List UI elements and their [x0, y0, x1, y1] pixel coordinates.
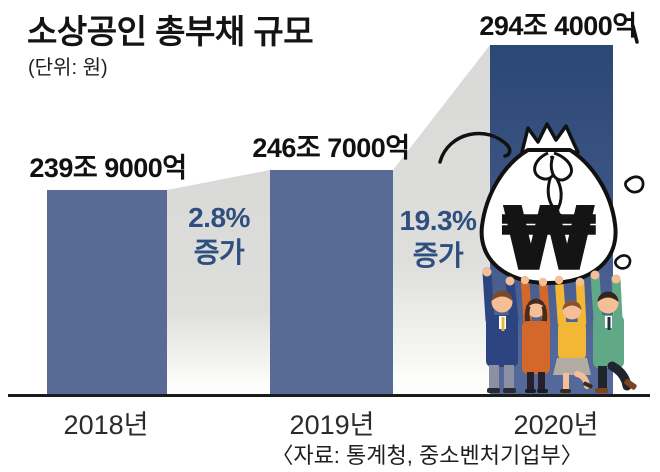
value-label-2019: 246조 7000억 — [252, 133, 410, 163]
person-blue — [482, 267, 519, 393]
surprise-tick-icon — [631, 24, 639, 44]
swoosh-line-icon — [438, 131, 512, 164]
x-label-2018: 2018년 — [63, 410, 149, 440]
increase-percent: 2.8% — [188, 202, 250, 233]
unit-label: (단위: 원) — [28, 57, 108, 79]
money-bag-icon: ₩ — [479, 122, 618, 290]
won-symbol: ₩ — [503, 190, 596, 288]
person-green — [590, 270, 637, 393]
increase-word: 증가 — [193, 237, 245, 268]
value-label-2018: 239조 9000억 — [29, 153, 187, 183]
value-label-2020: 294조 4000억 — [479, 11, 637, 41]
person-yellow — [553, 275, 593, 393]
chart-title: 소상공인 총부채 규모 — [27, 13, 314, 50]
sweat-drop-icon — [614, 254, 632, 270]
x-axis-line — [8, 394, 650, 397]
hands — [482, 267, 621, 287]
increase-annotation-2020: 19.3% 증가 — [400, 203, 477, 273]
bar-2019 — [270, 170, 393, 395]
increase-word: 증가 — [412, 240, 464, 271]
sweat-drop-icon — [624, 175, 645, 194]
increase-annotation-2019: 2.8% 증가 — [188, 200, 250, 270]
increase-percent: 19.3% — [399, 205, 477, 236]
person-orange — [520, 275, 551, 393]
increase-band-2018-2019 — [167, 170, 270, 395]
x-label-2019: 2019년 — [289, 410, 375, 440]
source-caption: 〈자료: 통계청, 중소벤처기업부〉 — [271, 443, 583, 468]
money-bag-illustration: ₩ — [438, 24, 645, 393]
x-label-2020: 2020년 — [513, 410, 599, 440]
bar-2018 — [47, 190, 167, 395]
